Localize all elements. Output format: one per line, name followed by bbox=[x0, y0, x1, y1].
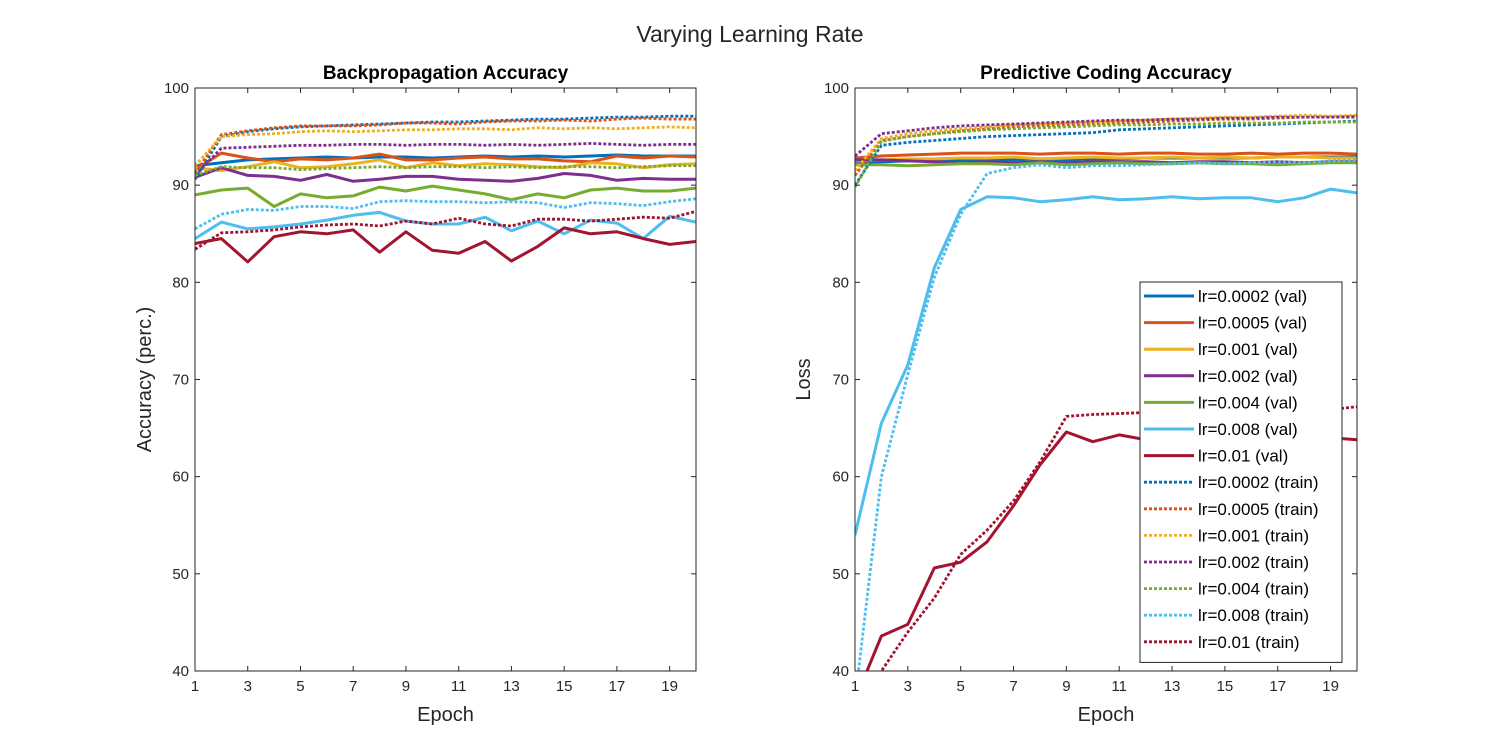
x-tick-label: 17 bbox=[1269, 678, 1286, 695]
predictive-coding-accuracy-chart: 1 3 5 7 9 11 13 15 17 19405060708090100Predictive… bbox=[793, 63, 1358, 726]
x-tick-label: 13 bbox=[503, 678, 520, 695]
x-tick-label: 15 bbox=[556, 678, 573, 695]
legend-entry: lr=0.004 (val) bbox=[1198, 393, 1298, 412]
series-line bbox=[195, 158, 696, 173]
x-tick-label: 19 bbox=[1322, 678, 1339, 695]
legend-entry: lr=0.01 (train) bbox=[1198, 633, 1300, 652]
x-tick-label: 15 bbox=[1217, 678, 1234, 695]
y-tick-label: 80 bbox=[172, 274, 189, 291]
x-tick-label: 19 bbox=[661, 678, 678, 695]
x-axis-label: Epoch bbox=[1078, 704, 1135, 726]
plot-area bbox=[195, 88, 696, 671]
y-tick-label: 50 bbox=[172, 566, 189, 583]
legend-entry: lr=0.002 (val) bbox=[1198, 367, 1298, 386]
x-tick-label: 1 bbox=[851, 678, 859, 695]
y-axis-label: Loss bbox=[793, 358, 815, 400]
axes-title: Predictive Coding Accuracy bbox=[980, 63, 1232, 84]
series-line bbox=[857, 158, 1357, 671]
y-tick-label: 40 bbox=[172, 663, 189, 680]
y-tick-label: 100 bbox=[824, 80, 849, 97]
legend-entry: lr=0.0005 (train) bbox=[1198, 500, 1318, 519]
series-line bbox=[855, 113, 1357, 172]
x-tick-label: 3 bbox=[904, 678, 912, 695]
series-line bbox=[855, 120, 1357, 188]
series-line bbox=[855, 151, 1357, 160]
series-line bbox=[195, 197, 696, 231]
legend-entry: lr=0.0002 (val) bbox=[1198, 287, 1307, 306]
legend-entry: lr=0.002 (train) bbox=[1198, 553, 1309, 572]
series-line bbox=[195, 210, 696, 241]
y-tick-label: 70 bbox=[832, 372, 849, 389]
y-tick-label: 100 bbox=[164, 80, 189, 97]
backprop-accuracy-chart: 1 3 5 7 9 11 13 15 17 19405060708090100Backpropag… bbox=[134, 63, 697, 726]
series-line bbox=[195, 184, 696, 208]
legend-entry: lr=0.0005 (val) bbox=[1198, 314, 1307, 333]
y-tick-label: 70 bbox=[172, 372, 189, 389]
series-line bbox=[855, 187, 1357, 536]
series-line bbox=[195, 226, 696, 264]
x-tick-label: 13 bbox=[1164, 678, 1181, 695]
series-line bbox=[195, 166, 696, 183]
legend-entry: lr=0.001 (train) bbox=[1198, 526, 1309, 545]
y-tick-label: 80 bbox=[832, 274, 849, 291]
legend-box bbox=[1139, 281, 1343, 663]
x-tick-label: 3 bbox=[244, 678, 252, 695]
x-tick-label: 9 bbox=[1062, 678, 1070, 695]
x-tick-label: 11 bbox=[451, 678, 467, 695]
y-tick-label: 50 bbox=[832, 566, 849, 583]
series-line bbox=[195, 116, 696, 175]
legend-entry: lr=0.008 (val) bbox=[1198, 420, 1298, 439]
legend-entry: lr=0.008 (train) bbox=[1198, 606, 1309, 625]
y-axis-label: Accuracy (perc.) bbox=[134, 307, 156, 453]
x-tick-label: 11 bbox=[1111, 678, 1127, 695]
x-tick-label: 7 bbox=[349, 678, 357, 695]
series-line bbox=[195, 114, 696, 181]
x-tick-label: 5 bbox=[296, 678, 304, 695]
series-line bbox=[855, 155, 1357, 163]
series-line bbox=[195, 210, 696, 251]
y-tick-label: 60 bbox=[832, 469, 849, 486]
x-axis-label: Epoch bbox=[417, 704, 474, 726]
x-tick-label: 5 bbox=[957, 678, 965, 695]
series-line bbox=[195, 141, 696, 177]
legend-entry: lr=0.01 (val) bbox=[1198, 447, 1288, 466]
x-tick-label: 7 bbox=[1009, 678, 1017, 695]
series-line bbox=[195, 164, 696, 177]
x-tick-label: 9 bbox=[402, 678, 410, 695]
x-tick-label: 1 bbox=[191, 678, 199, 695]
series-line bbox=[855, 115, 1357, 158]
legend-entry: lr=0.001 (val) bbox=[1198, 340, 1298, 359]
legend: lr=0.0002 (val) lr=0.0005 (val) lr=0.001 (… bbox=[1139, 281, 1343, 663]
series-line bbox=[855, 161, 1357, 168]
figure-title: Varying Learning Rate bbox=[636, 21, 863, 47]
axes-title: Backpropagation Accuracy bbox=[323, 63, 569, 84]
legend-entry: lr=0.004 (train) bbox=[1198, 580, 1309, 599]
y-tick-label: 40 bbox=[832, 663, 849, 680]
series-group bbox=[195, 114, 696, 264]
legend-entry: lr=0.0002 (train) bbox=[1198, 473, 1318, 492]
x-tick-label: 17 bbox=[609, 678, 626, 695]
series-group bbox=[855, 113, 1357, 671]
y-tick-label: 90 bbox=[832, 177, 849, 194]
y-tick-label: 90 bbox=[172, 177, 189, 194]
y-tick-label: 60 bbox=[172, 469, 189, 486]
series-line bbox=[195, 125, 696, 167]
